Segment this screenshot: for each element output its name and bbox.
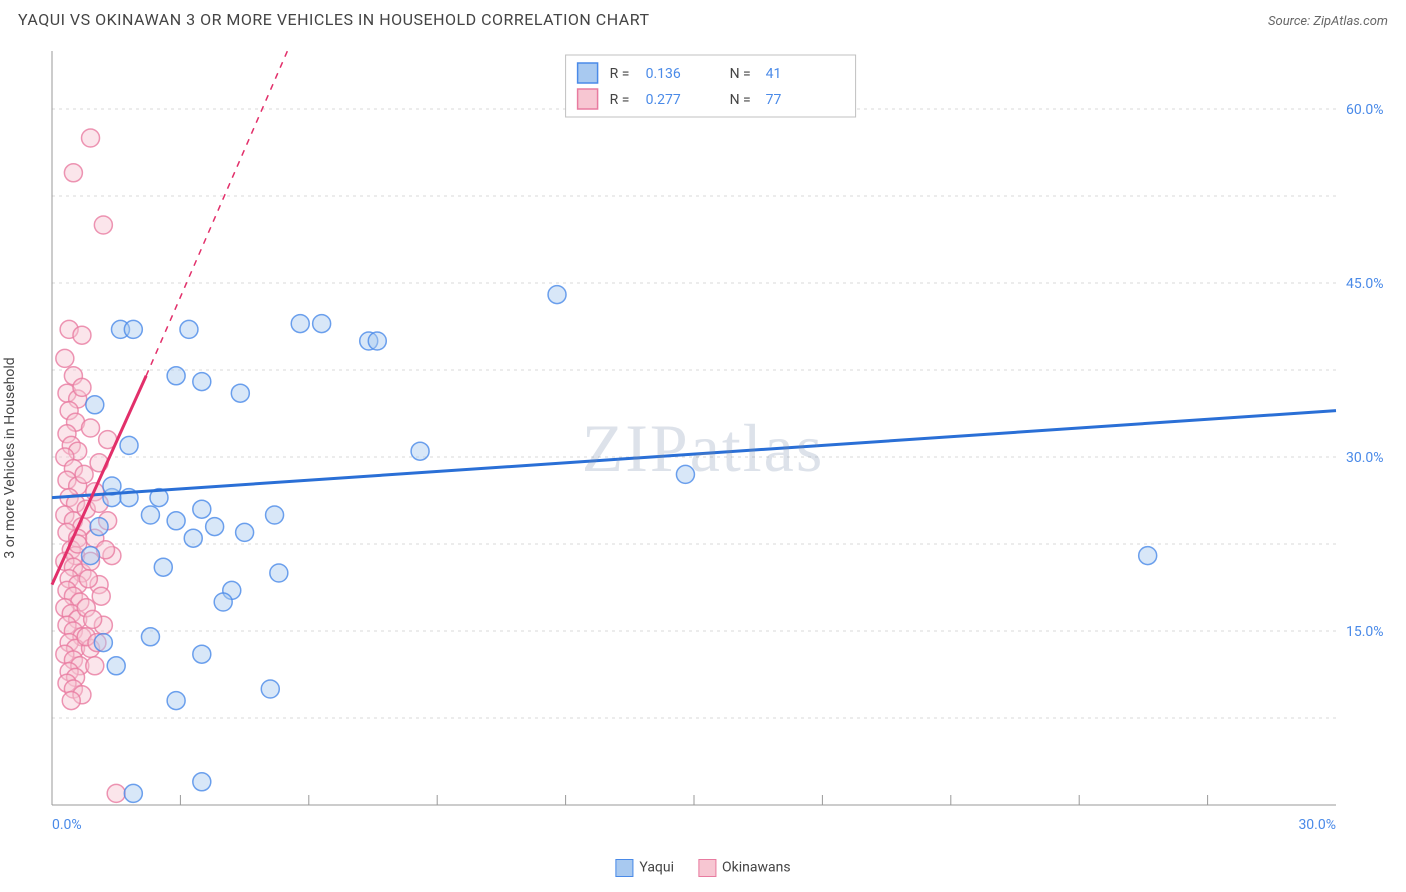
y-tick-label: 45.0% xyxy=(1346,276,1384,292)
y-axis-label: 3 or more Vehicles in Household xyxy=(2,357,18,558)
trend-extrapolation xyxy=(146,51,287,376)
data-point xyxy=(90,518,108,536)
source-label: Source: ZipAtlas.com xyxy=(1268,14,1388,29)
legend-swatch xyxy=(615,859,633,877)
data-point xyxy=(313,315,331,333)
data-point xyxy=(1139,547,1157,565)
legend-n-value: 77 xyxy=(766,92,782,108)
data-point xyxy=(92,587,110,605)
data-point xyxy=(73,378,91,396)
data-point xyxy=(86,396,104,414)
data-point xyxy=(548,286,566,304)
legend-n-value: 41 xyxy=(766,66,782,82)
data-point xyxy=(82,547,100,565)
data-point xyxy=(94,634,112,652)
data-point xyxy=(676,465,694,483)
data-point xyxy=(180,320,198,338)
y-tick-label: 60.0% xyxy=(1346,102,1384,118)
data-point xyxy=(154,558,172,576)
data-point xyxy=(79,570,97,588)
data-point xyxy=(206,518,224,536)
data-point xyxy=(56,349,74,367)
data-point xyxy=(82,419,100,437)
data-point xyxy=(266,506,284,524)
data-point xyxy=(236,523,254,541)
x-tick-label: 0.0% xyxy=(52,817,82,833)
data-point xyxy=(270,564,288,582)
chart-area: 3 or more Vehicles in Household ZIPatlas… xyxy=(0,33,1406,883)
data-point xyxy=(107,784,125,802)
data-point xyxy=(193,645,211,663)
y-tick-label: 30.0% xyxy=(1346,450,1384,466)
legend-label: Yaqui xyxy=(639,860,674,876)
data-point xyxy=(84,610,102,628)
legend-label: Okinawans xyxy=(722,860,791,876)
legend-r-value: 0.277 xyxy=(646,92,681,108)
data-point xyxy=(411,442,429,460)
chart-title: YAQUI VS OKINAWAN 3 OR MORE VEHICLES IN … xyxy=(18,10,650,29)
legend-swatch xyxy=(578,89,598,109)
data-point xyxy=(193,373,211,391)
data-point xyxy=(141,506,159,524)
data-point xyxy=(368,332,386,350)
x-tick-label: 30.0% xyxy=(1298,817,1336,833)
data-point xyxy=(184,529,202,547)
data-point xyxy=(167,512,185,530)
data-point xyxy=(107,657,125,675)
data-point xyxy=(167,367,185,385)
data-point xyxy=(124,784,142,802)
legend-r-label: R = xyxy=(610,66,630,82)
data-point xyxy=(62,692,80,710)
data-point xyxy=(120,436,138,454)
chart-header: YAQUI VS OKINAWAN 3 OR MORE VEHICLES IN … xyxy=(0,0,1406,33)
data-point xyxy=(193,773,211,791)
data-point xyxy=(167,692,185,710)
data-point xyxy=(86,657,104,675)
legend-r-label: R = xyxy=(610,92,630,108)
data-point xyxy=(82,129,100,147)
legend-swatch xyxy=(698,859,716,877)
legend-bottom: Yaqui Okinawans xyxy=(615,859,790,877)
data-point xyxy=(291,315,309,333)
data-point xyxy=(214,593,232,611)
data-point xyxy=(75,465,93,483)
legend-swatch xyxy=(578,63,598,83)
data-point xyxy=(231,384,249,402)
data-point xyxy=(193,500,211,518)
data-point xyxy=(261,680,279,698)
legend-n-label: N = xyxy=(730,66,751,82)
trend-line xyxy=(52,411,1336,498)
legend-n-label: N = xyxy=(730,92,751,108)
scatter-plot: 0.0% 30.0% 15.0% 30.0% 45.0% 60.0% R = 0.136 N =… xyxy=(0,33,1406,853)
data-point xyxy=(124,320,142,338)
legend-item: Yaqui xyxy=(615,859,674,877)
y-tick-label: 15.0% xyxy=(1346,624,1384,640)
data-point xyxy=(141,628,159,646)
legend-item: Okinawans xyxy=(698,859,791,877)
data-point xyxy=(94,216,112,234)
legend-r-value: 0.136 xyxy=(646,66,681,82)
data-point xyxy=(73,326,91,344)
data-point xyxy=(64,164,82,182)
